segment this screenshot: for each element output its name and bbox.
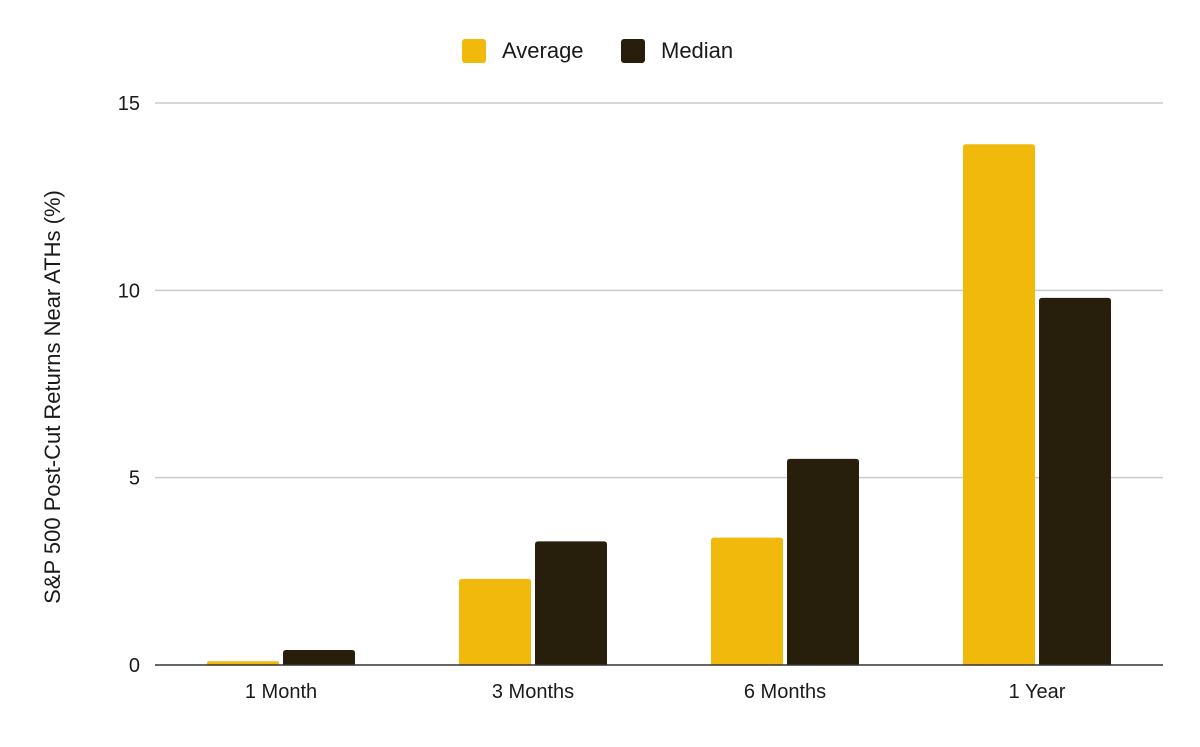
bar-average-1-year: [963, 144, 1035, 666]
bar-median-1-year: [1039, 297, 1111, 665]
bar-median-3-months: [535, 541, 607, 665]
legend-label-average: Average: [502, 38, 584, 63]
bar-average-3-months: [459, 578, 531, 665]
bar-median-1-month: [283, 650, 355, 665]
y-tick-label: 5: [129, 468, 140, 490]
bar-median-6-months: [787, 458, 859, 665]
x-tick-label: 6 Months: [744, 681, 826, 703]
bars: [207, 144, 1111, 666]
legend-label-median: Median: [661, 38, 733, 63]
legend-swatch-median: [621, 39, 645, 63]
y-tick-label: 0: [129, 655, 140, 677]
y-axis-title: S&P 500 Post-Cut Returns Near ATHs (%): [40, 190, 65, 604]
legend-swatch-average: [462, 39, 486, 63]
axes: 0 5 10 15 1 Month 3 Months 6 Months 1 Year: [118, 93, 1163, 703]
x-tick-label: 3 Months: [492, 681, 574, 703]
x-tick-label: 1 Year: [1009, 681, 1066, 703]
legend: Average Median: [462, 38, 733, 63]
x-tick-label: 1 Month: [245, 681, 317, 703]
bar-average-1-month: [207, 661, 279, 665]
bar-average-6-months: [711, 537, 783, 665]
y-tick-label: 15: [118, 93, 140, 115]
y-tick-label: 10: [118, 280, 140, 302]
